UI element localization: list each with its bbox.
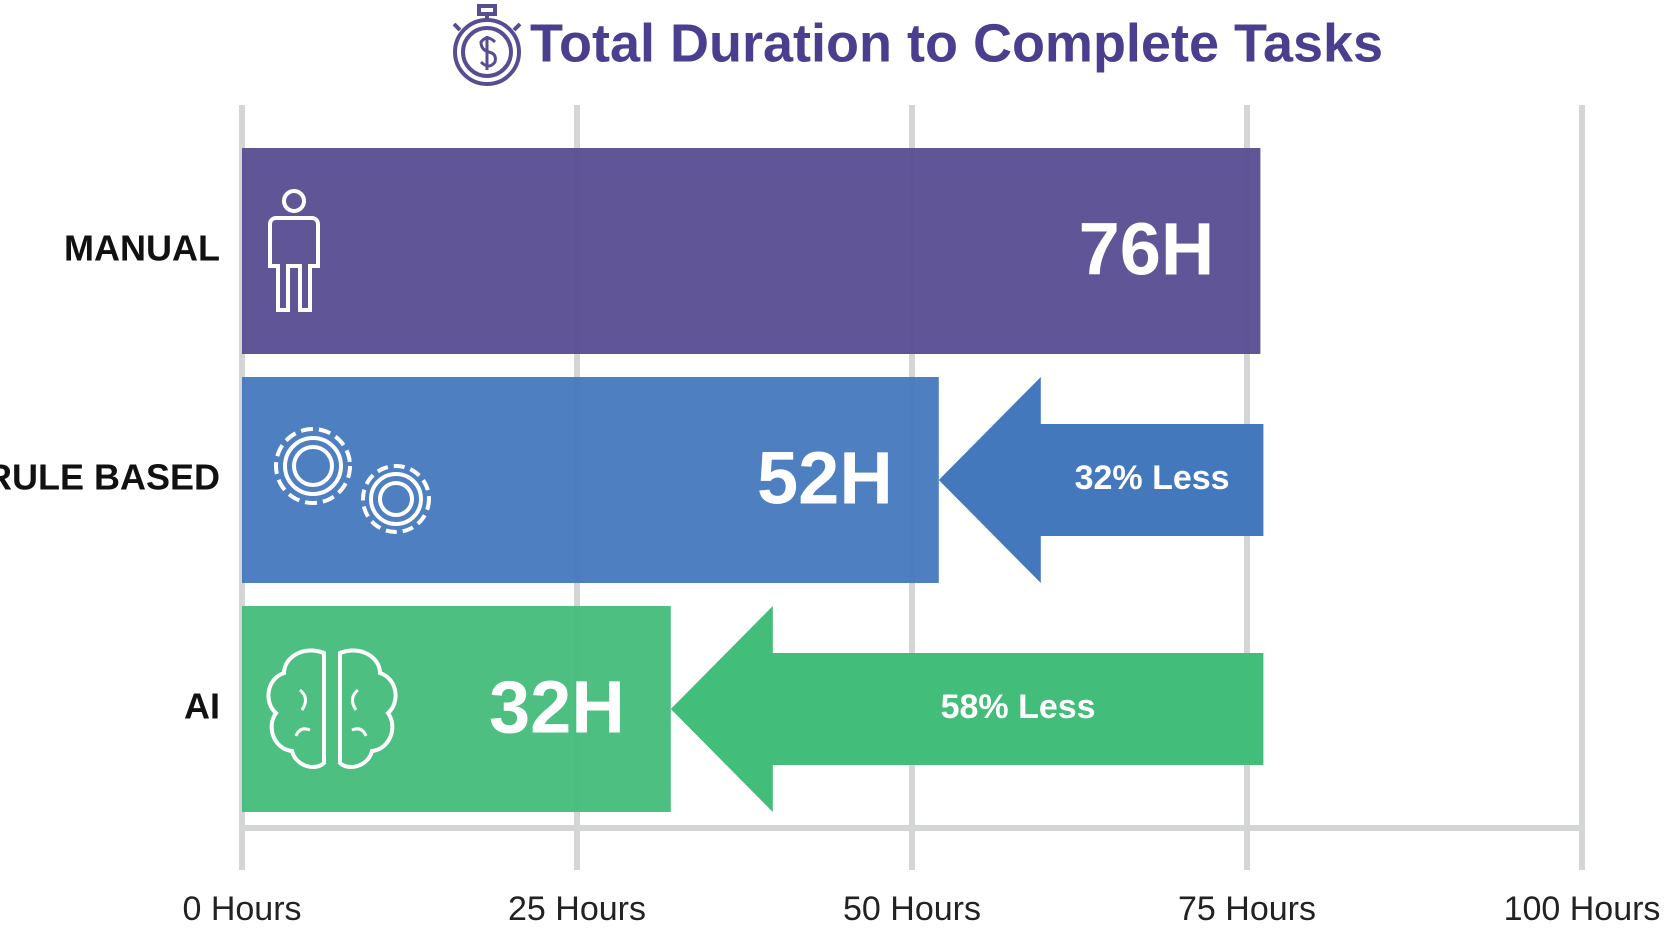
- x-tick-label: 25 Hours: [508, 890, 646, 928]
- stopwatch-icon: [452, 4, 522, 86]
- x-tick-label: 100 Hours: [1504, 890, 1661, 928]
- bar: [242, 148, 1261, 354]
- reduction-arrow: [938, 377, 1264, 583]
- x-tick-label: 0 Hours: [182, 890, 301, 928]
- reduction-arrow: [670, 606, 1264, 812]
- category-label: AI: [184, 686, 220, 727]
- chart-title: Total Duration to Complete Tasks: [530, 13, 1383, 73]
- x-tick-label: 75 Hours: [1178, 890, 1316, 928]
- bar: [242, 377, 939, 583]
- x-tick-label: 50 Hours: [843, 890, 981, 928]
- bar: [242, 606, 671, 812]
- annotation: 32% Less: [1075, 459, 1230, 497]
- value-label: 52H: [757, 437, 893, 520]
- value-label: 32H: [489, 666, 625, 749]
- brain-icon: [266, 648, 398, 769]
- annotation: 58% Less: [941, 688, 1096, 726]
- icons: [266, 189, 431, 769]
- person-icon: [268, 189, 320, 312]
- title-group: Total Duration to Complete Tasks: [452, 4, 1383, 86]
- value-label: 76H: [1079, 208, 1215, 291]
- category-label: MANUAL: [64, 228, 220, 269]
- plot-area: 0 Hours 25 Hours 50 Hours 75 Hours 100 Hours: [182, 105, 1660, 928]
- category-label: RULE BASED: [0, 457, 220, 498]
- gears-icon: [274, 427, 431, 534]
